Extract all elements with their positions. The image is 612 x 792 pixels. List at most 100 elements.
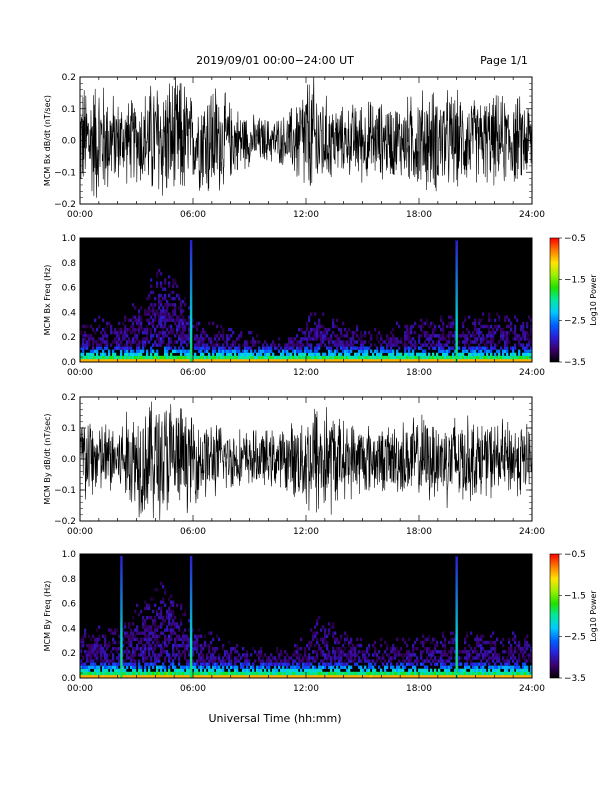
spectrogram-cell <box>146 662 149 666</box>
spectrogram-cell <box>128 340 131 344</box>
spectrogram-cell <box>248 346 251 350</box>
spectrogram-cell <box>500 355 503 360</box>
spectrogram-cell <box>132 358 135 363</box>
spectrogram-cell <box>512 631 515 635</box>
spectrogram-cell <box>328 349 331 353</box>
spectrogram-cell <box>106 653 109 657</box>
spectrogram-cell <box>84 671 87 676</box>
spectrogram-cell <box>262 346 265 350</box>
spectrogram-cell <box>390 352 393 357</box>
spectrogram-cell <box>272 668 275 673</box>
spectrogram-cell <box>126 631 129 635</box>
spectrogram-cell <box>158 343 161 347</box>
spectrogram-cell <box>92 358 95 363</box>
spectrogram-cell <box>146 606 149 611</box>
spectrogram-cell <box>188 321 191 326</box>
spectrogram-cell <box>194 671 197 676</box>
spectrogram-cell <box>282 358 285 363</box>
spectrogram-cell <box>272 671 275 676</box>
spectrogram-cell <box>200 659 203 663</box>
spectrogram-cell <box>86 653 89 657</box>
spectrogram-cell <box>82 674 85 679</box>
spectrogram-cell <box>368 671 371 676</box>
spectrogram-cell <box>86 659 89 663</box>
spectrogram-cell <box>294 358 297 363</box>
spectrogram-cell <box>514 327 517 332</box>
spectrogram-cell <box>156 634 159 638</box>
spectrogram-cell <box>100 671 103 676</box>
spectrogram-cell <box>164 674 167 679</box>
spectrogram-cell <box>332 625 335 629</box>
spectrogram-cell <box>102 662 105 666</box>
spectrogram-cell <box>478 674 481 679</box>
spectrogram-cell <box>284 668 287 673</box>
spectrogram-cell <box>166 616 169 620</box>
spectrogram-cell <box>82 355 85 360</box>
spectrogram-cell <box>490 674 493 679</box>
spectrogram-cell <box>82 671 85 676</box>
spectrogram-cell <box>164 640 167 645</box>
spectrogram-cell <box>116 647 119 651</box>
spectrogram-cell <box>526 349 529 353</box>
spectrogram-cell <box>160 303 163 307</box>
spectrogram-cell <box>452 358 455 363</box>
spectrogram-cell <box>308 315 311 319</box>
dbdt-trace <box>80 401 532 520</box>
spectrogram-cell <box>114 674 117 679</box>
spectrogram-cell <box>170 671 173 676</box>
spectrogram-cell <box>148 306 151 310</box>
spectrogram-cell <box>418 337 421 341</box>
spectrogram-cell <box>302 665 305 669</box>
spectrogram-cell <box>90 659 93 663</box>
spectrogram-cell <box>424 358 427 363</box>
spectrogram-cell <box>242 355 245 360</box>
colorbar <box>549 553 560 679</box>
spectrogram-cell <box>434 668 437 673</box>
spectrogram-cell <box>504 650 507 654</box>
spectrogram-cell <box>114 671 117 676</box>
spectrogram-cell <box>210 631 213 635</box>
spectrogram-cell <box>248 668 251 673</box>
spectrogram-cell <box>444 337 447 341</box>
spectrogram-cell <box>144 327 147 332</box>
spectrogram-cell <box>278 656 281 660</box>
spectrogram-cell <box>82 640 85 645</box>
spectrogram-cell <box>176 637 179 642</box>
spectrogram-cell <box>188 352 191 357</box>
spectrogram-cell <box>362 334 365 338</box>
spectrogram-cell <box>86 358 89 363</box>
spectrogram-cell <box>116 343 119 347</box>
spectrogram-cell <box>506 662 509 666</box>
spectrogram-cell <box>286 665 289 669</box>
spectrogram-cell <box>212 352 215 357</box>
spectrogram-cell <box>176 674 179 679</box>
spectrogram-cell <box>228 355 231 360</box>
spectrogram-cell <box>470 653 473 657</box>
spectrogram-cell <box>272 358 275 363</box>
spectrogram-cell <box>516 643 519 648</box>
spectrogram-cell <box>264 668 267 673</box>
spectrogram-cell <box>344 637 347 642</box>
spectrogram-cell <box>192 647 195 651</box>
spectrogram-cell <box>474 318 477 322</box>
spectrogram-cell <box>476 653 479 657</box>
spectrogram-cell <box>174 303 177 307</box>
spectrogram-cell <box>468 355 471 360</box>
spectrogram-cell <box>388 337 391 341</box>
spectrogram-cell <box>402 662 405 666</box>
spectrogram-cell <box>240 355 243 360</box>
spectrogram-cell <box>490 349 493 353</box>
spectrogram-cell <box>408 337 411 341</box>
spectrogram-cell <box>84 331 87 335</box>
spectrogram-cell <box>424 352 427 357</box>
spectrogram-cell <box>144 312 147 316</box>
spectrogram-cell <box>114 647 117 651</box>
spectrogram-cell <box>126 662 129 666</box>
spectrogram-cell <box>296 355 299 360</box>
spectrogram-cell <box>468 315 471 319</box>
spectrogram-cell <box>108 321 111 326</box>
spectrogram-cell <box>232 358 235 363</box>
spectrogram-cell <box>466 337 469 341</box>
spectrogram-cell <box>212 358 215 363</box>
